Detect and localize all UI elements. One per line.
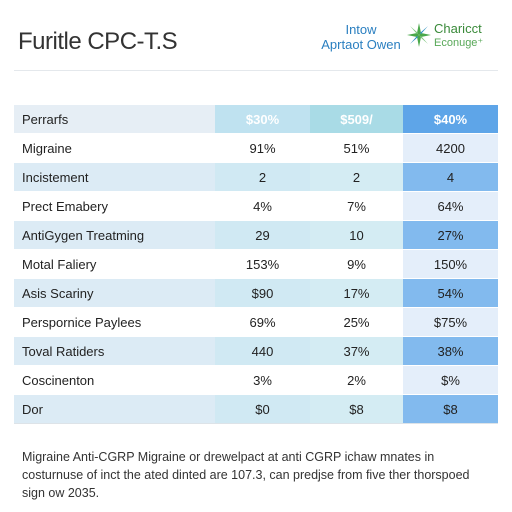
table-cell: 10 (310, 220, 403, 250)
brand-line: Charicct (434, 21, 482, 36)
header-cell: Perrarfs (14, 105, 215, 134)
table-cell: 4 (402, 162, 498, 192)
table-row: Prect Emabery 4% 7% 64% (14, 191, 498, 221)
table-cell: Toval Ratiders (14, 336, 215, 366)
table-cell: 2 (310, 162, 403, 192)
table-cell: $0 (215, 394, 310, 424)
table-row: Migraine 91% 51% 4200 (14, 133, 498, 163)
table-cell: $% (402, 365, 498, 395)
table-cell: 27% (402, 220, 498, 250)
table-cell: 54% (402, 278, 498, 308)
logo (407, 23, 431, 47)
header-cell: $509/ (310, 105, 403, 134)
table-cell: 9% (310, 249, 403, 279)
table-cell: 64% (402, 191, 498, 221)
divider (14, 70, 498, 71)
table-row: Asis Scariny $90 17% 54% (14, 278, 498, 308)
header-cell: $40% (402, 105, 498, 134)
data-table: Perrarfs $30% $509/$40% Migraine 91% 51% 4200 I… (14, 105, 498, 424)
table-cell: 4% (215, 191, 310, 221)
table-cell: Incistement (14, 162, 215, 192)
brand-line: Intow (345, 22, 377, 37)
table-cell: Asis Scariny (14, 278, 215, 308)
table-cell: 4200 (402, 133, 498, 163)
table-cell: 17% (310, 278, 403, 308)
table-cell: 7% (310, 191, 403, 221)
table-row: AntiGygen Treatming 29 10 27% (14, 220, 498, 250)
footer-text: Migraine Anti-CGRP Migraine or drewelpac… (22, 450, 470, 500)
table-cell: Coscinenton (14, 365, 215, 395)
table-cell: 153% (215, 249, 310, 279)
table-body: Perrarfs $30% $509/$40% Migraine 91% 51% 4200 I… (14, 105, 498, 424)
header-row: Perrarfs $30% $509/$40% (14, 105, 498, 134)
header-cell: $30% (215, 105, 310, 134)
table-cell: 37% (310, 336, 403, 366)
table-cell: 51% (310, 133, 403, 163)
title: Furitle CPC-T.S (18, 28, 178, 55)
table-cell: 91% (215, 133, 310, 163)
table-cell: 69% (215, 307, 310, 337)
table-cell: 2% (310, 365, 403, 395)
table-cell: $75% (402, 307, 498, 337)
table-cell: 38% (402, 336, 498, 366)
brand-right: Charicct Econuge⁺ (434, 22, 483, 50)
brand-left: Intow Aprtaot Owen (306, 22, 416, 52)
table-cell: Migraine (14, 133, 215, 163)
table-cell: $8 (310, 394, 403, 424)
table-cell: 150% (402, 249, 498, 279)
table-cell: Dor (14, 394, 215, 424)
table-cell: Perspornice Paylees (14, 307, 215, 337)
table-cell: 2 (215, 162, 310, 192)
table-cell: Prect Emabery (14, 191, 215, 221)
table-row: Incistement 2 2 4 (14, 162, 498, 192)
table-row: Dor $0 $8 $8 (14, 394, 498, 424)
table-row: Toval Ratiders 440 37% 38% (14, 336, 498, 366)
table-cell: AntiGygen Treatming (14, 220, 215, 250)
table-row: Coscinenton 3% 2% $% (14, 365, 498, 395)
brand-line: Econuge⁺ (434, 37, 484, 49)
table-cell: $8 (402, 394, 498, 424)
table-cell: 440 (215, 336, 310, 366)
table-row: Perspornice Paylees 69% 25% $75% (14, 307, 498, 337)
brand-line: Aprtaot Owen (321, 37, 401, 52)
table-cell: 25% (310, 307, 403, 337)
table-row: Motal Faliery 153% 9% 150% (14, 249, 498, 279)
table-cell: Motal Faliery (14, 249, 215, 279)
table-cell: $90 (215, 278, 310, 308)
table-cell: 29 (215, 220, 310, 250)
table-cell: 3% (215, 365, 310, 395)
